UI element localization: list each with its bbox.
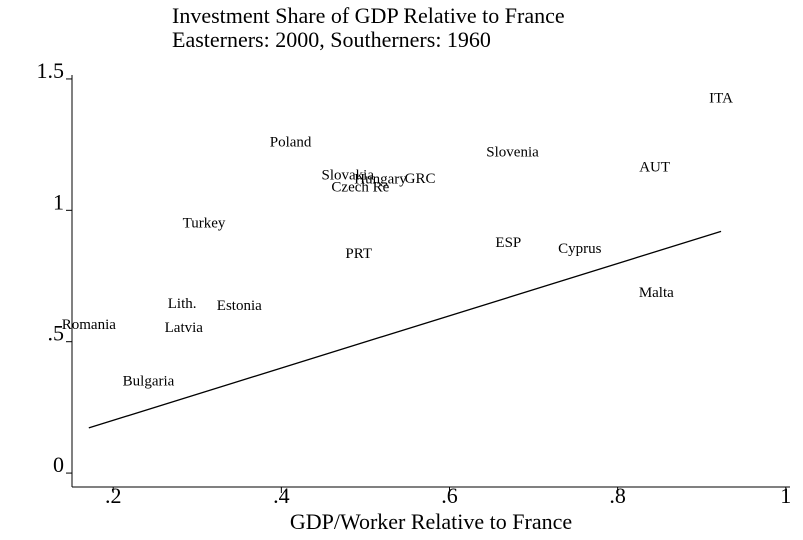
chart-subtitle: Easterners: 2000, Southerners: 1960 [172, 27, 491, 52]
point-label: Bulgaria [123, 373, 175, 389]
y-tick-label: 0 [53, 452, 64, 477]
point-label: Estonia [217, 298, 262, 314]
point-label: Czech Re [331, 180, 389, 196]
x-tick-label: .8 [609, 483, 626, 508]
chart-title: Investment Share of GDP Relative to Fran… [172, 3, 565, 28]
point-label: ITA [709, 90, 733, 106]
point-label: Romania [62, 317, 116, 333]
x-axis-label: GDP/Worker Relative to France [290, 509, 572, 534]
fit-line [88, 230, 722, 429]
y-tick-label: .5 [48, 321, 65, 346]
point-label: Lith. [168, 296, 197, 312]
point-label: Malta [639, 285, 674, 301]
x-tick-label: .6 [441, 483, 458, 508]
y-tick-label: 1 [53, 189, 64, 214]
y-tick-label: 1.5 [37, 58, 65, 83]
point-label: Slovakia [322, 168, 375, 184]
x-tick-label: .2 [105, 483, 122, 508]
point-label: Latvia [165, 320, 204, 336]
point-label: Cyprus [558, 241, 602, 257]
point-label: Hungary [354, 172, 407, 188]
point-label: Poland [270, 134, 312, 150]
point-label: AUT [639, 160, 670, 176]
x-tick-label: .4 [273, 483, 290, 508]
point-label: ESP [495, 235, 521, 251]
point-label: Slovenia [486, 144, 539, 160]
point-label: PRT [345, 246, 372, 262]
point-label: GRC [405, 171, 436, 187]
x-tick-label: 1 [780, 483, 791, 508]
point-label: Turkey [183, 216, 226, 232]
